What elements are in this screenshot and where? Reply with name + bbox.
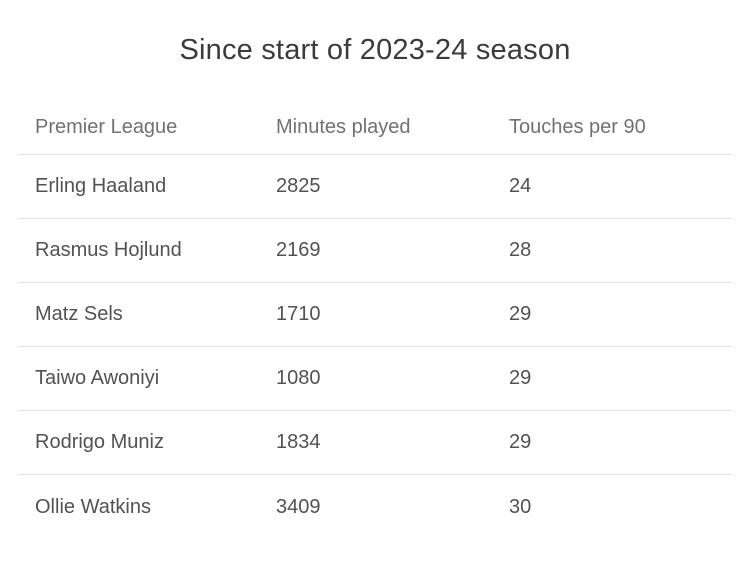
touches-cell: 29 xyxy=(509,431,532,453)
touches-cell: 29 xyxy=(509,367,532,389)
minutes-cell: 1710 xyxy=(276,303,321,325)
table-row: Taiwo Awoniyi 1080 29 xyxy=(18,347,732,411)
player-name-cell: Ollie Watkins xyxy=(35,495,151,518)
table-row: Rasmus Hojlund 2169 28 xyxy=(18,219,732,283)
header-cell-touches: Touches per 90 xyxy=(509,115,646,138)
table-header-row: Premier League Minutes played Touches pe… xyxy=(18,100,732,155)
minutes-cell: 2169 xyxy=(276,239,321,261)
player-name-cell: Rodrigo Muniz xyxy=(35,431,164,453)
player-name-cell: Erling Haaland xyxy=(35,175,167,197)
stats-table: Premier League Minutes played Touches pe… xyxy=(18,100,732,539)
touches-cell: 24 xyxy=(509,175,532,197)
header-cell-minutes: Minutes played xyxy=(276,115,411,138)
table-row: Matz Sels 1710 29 xyxy=(18,283,732,347)
player-name-cell: Taiwo Awoniyi xyxy=(35,367,160,389)
table-row: Erling Haaland 2825 24 xyxy=(18,155,732,219)
minutes-cell: 3409 xyxy=(276,495,321,518)
player-name-cell: Rasmus Hojlund xyxy=(35,239,182,261)
header-cell-league: Premier League xyxy=(35,115,178,138)
minutes-cell: 1834 xyxy=(276,431,321,453)
page-title: Since start of 2023-24 season xyxy=(179,33,571,66)
player-name-cell: Matz Sels xyxy=(35,303,123,325)
table-row: Ollie Watkins 3409 30 xyxy=(18,475,732,539)
touches-cell: 29 xyxy=(509,303,532,325)
touches-cell: 28 xyxy=(509,239,532,261)
title-bar: Since start of 2023-24 season xyxy=(0,0,750,100)
touches-cell: 30 xyxy=(509,495,532,518)
table-row: Rodrigo Muniz 1834 29 xyxy=(18,411,732,475)
minutes-cell: 1080 xyxy=(276,367,321,389)
minutes-cell: 2825 xyxy=(276,175,321,197)
